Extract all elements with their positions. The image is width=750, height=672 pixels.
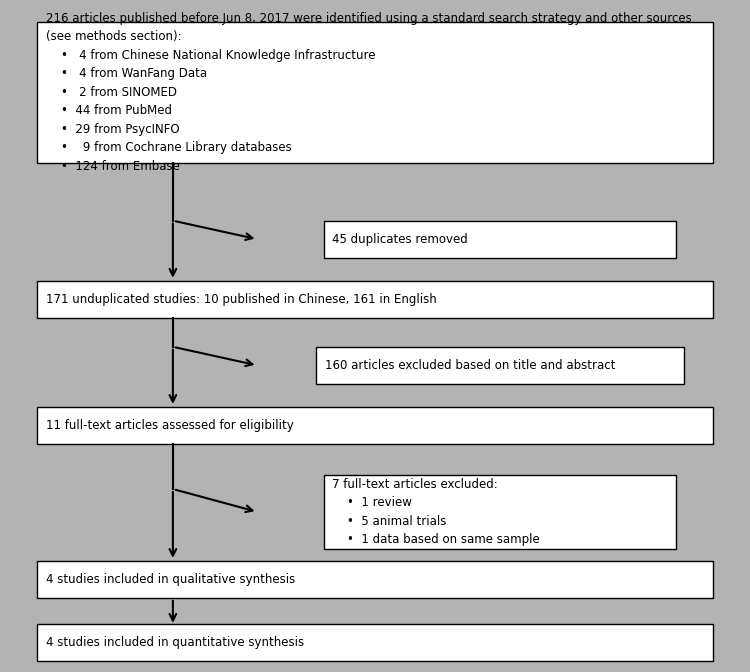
Text: 45 duplicates removed: 45 duplicates removed [332, 233, 468, 246]
Text: 4 studies included in quantitative synthesis: 4 studies included in quantitative synth… [46, 636, 304, 649]
Text: 4 studies included in qualitative synthesis: 4 studies included in qualitative synthe… [46, 573, 295, 586]
Text: 11 full-text articles assessed for eligibility: 11 full-text articles assessed for eligi… [46, 419, 293, 432]
Text: 216 articles published before Jun 8, 2017 were identified using a standard searc: 216 articles published before Jun 8, 201… [46, 11, 692, 173]
FancyBboxPatch shape [37, 407, 713, 444]
FancyBboxPatch shape [323, 475, 676, 549]
FancyBboxPatch shape [37, 281, 713, 318]
FancyBboxPatch shape [37, 22, 713, 163]
FancyBboxPatch shape [37, 560, 713, 598]
FancyBboxPatch shape [323, 220, 676, 258]
FancyBboxPatch shape [316, 347, 684, 384]
Text: 7 full-text articles excluded:
    •  1 review
    •  5 animal trials
    •  1 d: 7 full-text articles excluded: • 1 revie… [332, 478, 540, 546]
Text: 160 articles excluded based on title and abstract: 160 articles excluded based on title and… [325, 359, 616, 372]
Text: 171 unduplicated studies: 10 published in Chinese, 161 in English: 171 unduplicated studies: 10 published i… [46, 293, 436, 306]
FancyBboxPatch shape [37, 624, 713, 661]
